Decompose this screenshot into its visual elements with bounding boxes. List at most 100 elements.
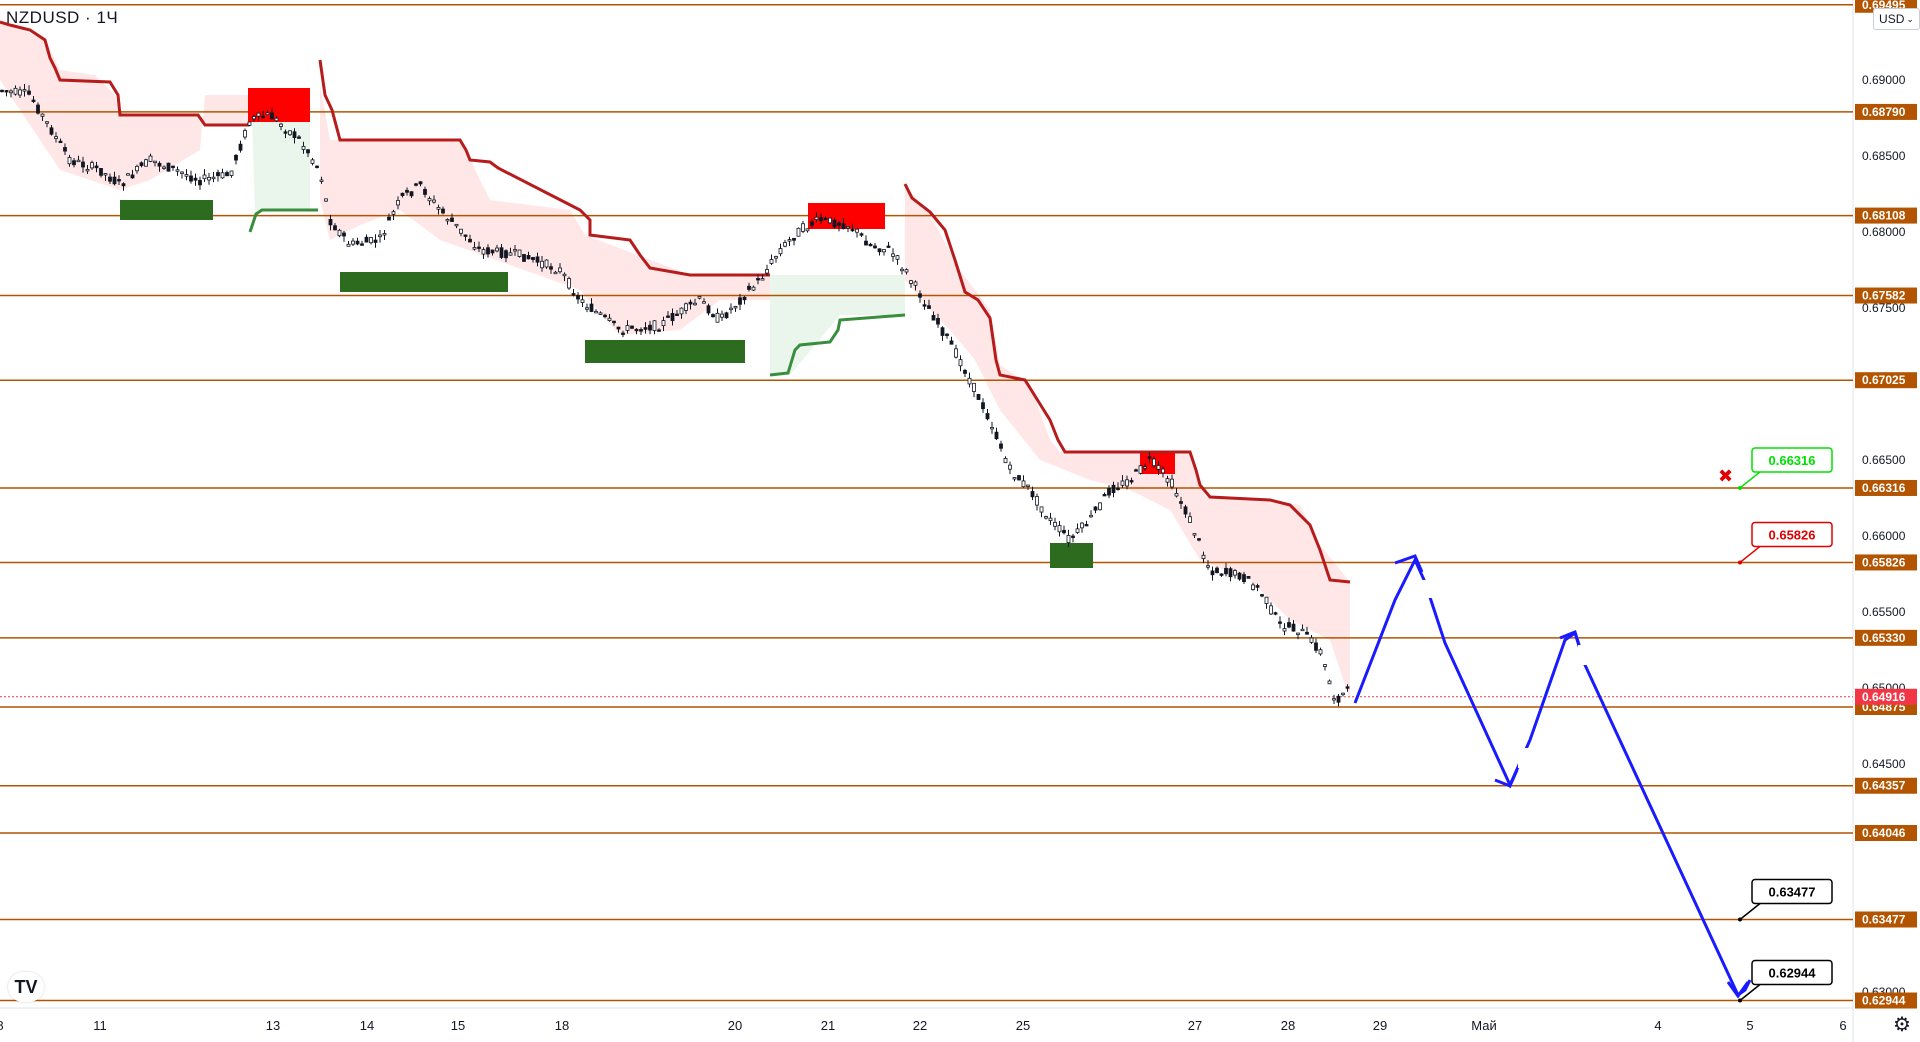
candle: [1332, 694, 1336, 705]
candle: [751, 285, 756, 292]
candle: [477, 241, 481, 253]
candle: [1138, 465, 1143, 475]
level-price-badge: [1855, 911, 1917, 928]
candle: [792, 237, 796, 246]
candle: [697, 295, 702, 300]
candle: [1296, 632, 1300, 640]
level-price-badge: [1855, 479, 1917, 496]
candle: [72, 158, 76, 168]
level-price-label: 0.68790: [1862, 105, 1906, 119]
candle: [688, 299, 693, 310]
candle: [418, 181, 423, 187]
candle: [229, 170, 234, 178]
candle: [666, 311, 670, 318]
supertrend-down-fill-2: [320, 85, 770, 335]
level-lines: [0, 4, 1853, 1002]
candle: [648, 320, 652, 335]
candle: [801, 220, 805, 234]
candle: [1057, 520, 1062, 537]
candle: [103, 172, 108, 181]
candle: [1084, 520, 1089, 527]
gear-icon[interactable]: ⚙: [1893, 1013, 1911, 1036]
candle: [99, 168, 103, 178]
candle: [940, 326, 945, 341]
candle: [481, 247, 486, 259]
candle: [976, 393, 981, 400]
candle: [850, 223, 855, 232]
supertrend-down-fill-1: [0, 20, 250, 190]
candle: [1314, 638, 1318, 654]
candle: [954, 344, 958, 359]
candle: [288, 130, 292, 136]
currency-selector[interactable]: USD ⌄: [1873, 8, 1920, 30]
symbol-title[interactable]: NZDUSD · 1Ч: [6, 8, 119, 27]
time-axis: 8 11 13 14 15 18 20 21 22 25 27 28 29 Май 4 5 6: [0, 1018, 1847, 1033]
candle: [346, 241, 351, 247]
target-callout[interactable]: 0.65826: [1738, 521, 1833, 565]
candle: [351, 238, 355, 246]
candle: [328, 214, 333, 231]
support-zone: [585, 340, 745, 363]
candle: [1183, 504, 1188, 518]
candle: [1323, 664, 1327, 671]
candle: [369, 236, 373, 245]
candle: [112, 171, 117, 186]
candle: [1125, 475, 1129, 490]
candle: [1300, 624, 1305, 632]
price-tick-label: 0.64500: [1862, 757, 1906, 771]
candle: [180, 171, 184, 179]
candle: [693, 298, 697, 306]
candle: [472, 241, 477, 251]
candle: [760, 274, 765, 281]
candle: [783, 239, 787, 248]
candle: [967, 372, 972, 388]
time-tick-label: 18: [555, 1018, 569, 1033]
candle: [616, 326, 621, 333]
current-price-badge: [1855, 688, 1917, 705]
candle: [1251, 582, 1255, 591]
level-price-label: 0.62944: [1862, 994, 1906, 1008]
supertrend-down-line-2: [318, 59, 770, 277]
time-tick-label: 20: [728, 1018, 742, 1033]
candle: [742, 296, 747, 305]
time-tick-label: 29: [1373, 1018, 1387, 1033]
level-price-label: 0.64046: [1862, 826, 1906, 840]
target-callout[interactable]: 0.66316: [1738, 447, 1833, 490]
candle: [216, 169, 220, 182]
candle: [1161, 466, 1165, 478]
time-tick-label: 22: [913, 1018, 927, 1033]
target-callout[interactable]: 0.62944: [1738, 959, 1833, 1003]
candle: [864, 235, 868, 246]
target-label: 0.63477: [1769, 884, 1816, 899]
candle: [198, 176, 202, 190]
candle: [1246, 576, 1251, 579]
candle: [324, 198, 328, 202]
stop-marker-icon: ✖: [1718, 466, 1733, 487]
supertrend-up-fill-1: [252, 120, 310, 210]
candle: [589, 298, 594, 313]
price-tick-label: 0.68500: [1862, 149, 1906, 163]
candle: [684, 302, 688, 315]
candle: [877, 248, 882, 256]
candle: [202, 169, 207, 182]
candle: [450, 213, 454, 222]
candle: [81, 156, 85, 173]
candle: [153, 160, 157, 167]
target-callout[interactable]: 0.63477: [1738, 878, 1833, 922]
candle: [1278, 616, 1282, 629]
candle: [495, 244, 499, 253]
level-price-badge: [1855, 207, 1917, 224]
candle: [121, 182, 126, 191]
candle: [985, 409, 990, 421]
forecast-arrow: [1494, 769, 1519, 788]
candle: [859, 232, 864, 237]
candle: [31, 95, 36, 104]
level-price-label: 0.65330: [1862, 631, 1906, 645]
forecast-arrow: [1394, 554, 1424, 573]
candle: [594, 309, 598, 314]
candle: [1089, 510, 1093, 518]
candle: [1291, 620, 1296, 632]
tradingview-logo-icon[interactable]: TV: [8, 972, 44, 1002]
candle: [612, 320, 616, 326]
